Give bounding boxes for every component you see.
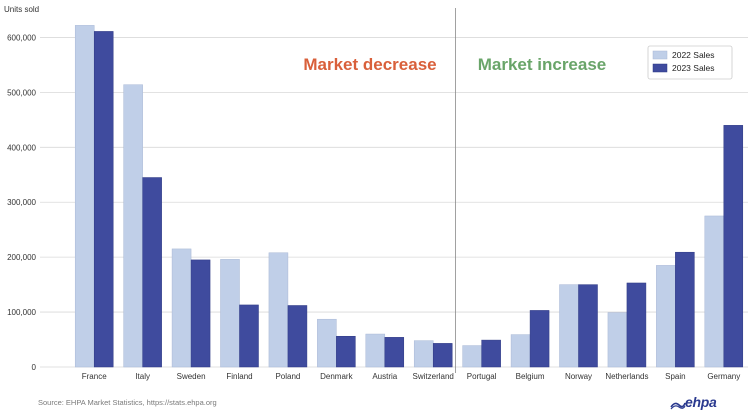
- y-tick-label: 0: [32, 363, 37, 372]
- x-tick-label: Netherlands: [605, 372, 648, 381]
- bar-germany-2023: [723, 125, 744, 368]
- legend-label: 2023 Sales: [672, 63, 715, 73]
- x-tick-label: Switzerland: [413, 372, 454, 381]
- bar-finland-2023: [239, 304, 259, 368]
- x-tick-label: Poland: [275, 372, 300, 381]
- bar-france-2022: [74, 25, 95, 368]
- bar-switzerland-2022: [413, 340, 434, 368]
- bar-spain-2022: [656, 265, 676, 368]
- y-tick-label: 100,000: [7, 308, 36, 317]
- bar-denmark-2022: [317, 318, 337, 368]
- x-tick-label: Norway: [565, 372, 592, 381]
- annotation-market-decrease: Market decrease: [303, 55, 436, 74]
- bar-sweden-2023: [190, 259, 211, 368]
- legend-swatch: [652, 63, 668, 73]
- bar-austria-2023: [384, 337, 405, 368]
- legend-swatch: [652, 50, 668, 60]
- bar-portugal-2023: [481, 339, 501, 368]
- y-axis-label: Units sold: [4, 5, 40, 14]
- y-tick-label: 400,000: [7, 143, 36, 152]
- x-tick-label: Austria: [372, 372, 397, 381]
- ehpa-logo: ehpa: [685, 394, 717, 410]
- annotation-market-increase: Market increase: [478, 55, 607, 74]
- bar-switzerland-2023: [432, 343, 453, 368]
- bar-norway-2022: [559, 284, 579, 368]
- bar-sweden-2022: [171, 248, 192, 368]
- bar-poland-2023: [287, 305, 308, 368]
- bar-spain-2023: [675, 251, 695, 368]
- bar-germany-2022: [704, 215, 725, 368]
- bar-belgium-2022: [510, 334, 531, 368]
- x-tick-label: Sweden: [177, 372, 206, 381]
- x-tick-label: Italy: [135, 372, 150, 381]
- legend-box: [647, 45, 733, 80]
- bar-poland-2022: [268, 252, 289, 368]
- y-tick-label: 600,000: [7, 33, 36, 42]
- bar-norway-2023: [578, 284, 598, 368]
- y-tick-label: 200,000: [7, 253, 36, 262]
- legend-label: 2022 Sales: [672, 50, 715, 60]
- bar-italy-2022: [123, 84, 143, 368]
- bar-finland-2022: [220, 259, 240, 368]
- source-note: Source: EHPA Market Statistics, https://…: [38, 398, 217, 407]
- y-tick-label: 500,000: [7, 88, 36, 97]
- bar-italy-2023: [142, 177, 162, 368]
- bar-france-2023: [93, 31, 114, 368]
- bar-austria-2022: [365, 333, 386, 368]
- bar-netherlands-2022: [607, 312, 628, 368]
- x-tick-label: Belgium: [516, 372, 545, 381]
- y-tick-label: 300,000: [7, 198, 36, 207]
- ehpa-logo-swirl-icon: [670, 402, 686, 410]
- x-tick-label: Spain: [665, 372, 685, 381]
- x-tick-label: Denmark: [320, 372, 353, 381]
- x-tick-label: France: [82, 372, 107, 381]
- bar-belgium-2023: [529, 310, 550, 368]
- bar-denmark-2023: [336, 335, 356, 368]
- x-tick-label: Portugal: [467, 372, 497, 381]
- bar-netherlands-2023: [626, 282, 647, 368]
- x-tick-label: Germany: [707, 372, 740, 381]
- x-tick-label: Finland: [226, 372, 252, 381]
- bar-portugal-2022: [462, 345, 482, 368]
